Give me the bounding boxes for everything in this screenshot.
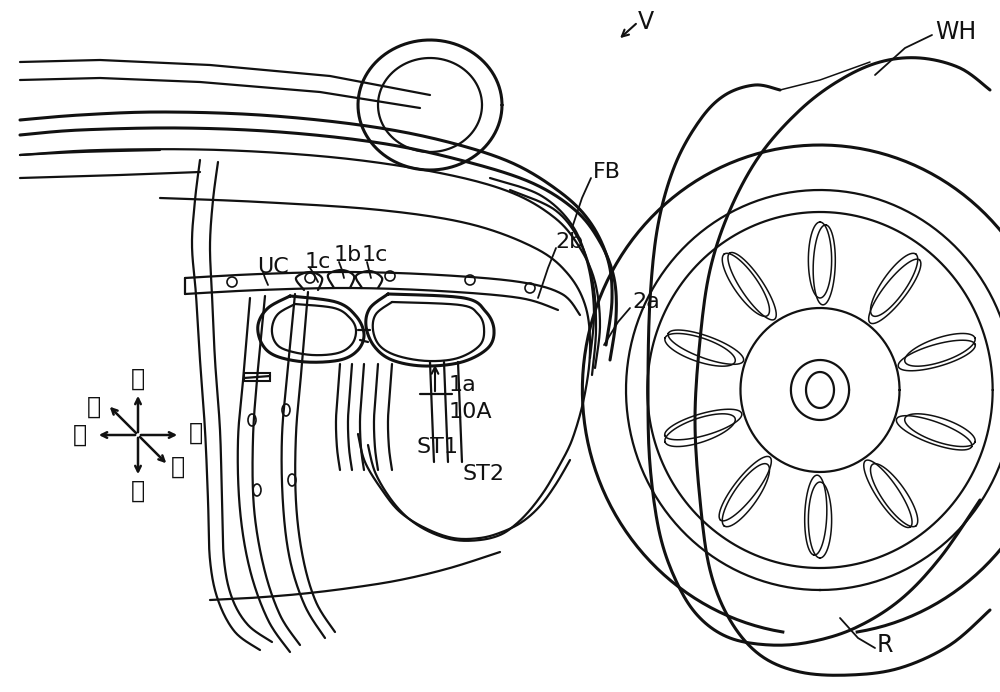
- Text: WH: WH: [935, 20, 976, 44]
- Text: 2b: 2b: [555, 232, 583, 252]
- Text: 2a: 2a: [632, 292, 660, 312]
- Text: FB: FB: [593, 162, 621, 182]
- Text: 后: 后: [171, 455, 185, 480]
- Text: ST2: ST2: [462, 464, 504, 484]
- Text: 左: 左: [189, 421, 203, 445]
- Text: 1b: 1b: [334, 245, 362, 265]
- Text: 1c: 1c: [362, 245, 388, 265]
- Text: 右: 右: [87, 394, 101, 419]
- Bar: [244, 373, 270, 381]
- Text: 下: 下: [131, 479, 145, 503]
- Text: R: R: [877, 633, 894, 657]
- Text: V: V: [638, 10, 654, 34]
- Text: 上: 上: [131, 367, 145, 391]
- Text: 10A: 10A: [449, 402, 493, 422]
- Text: 1a: 1a: [449, 375, 477, 395]
- Text: UC: UC: [257, 257, 289, 277]
- Text: 前: 前: [73, 423, 87, 447]
- Text: 1c: 1c: [305, 252, 331, 272]
- Text: ST1: ST1: [417, 437, 459, 457]
